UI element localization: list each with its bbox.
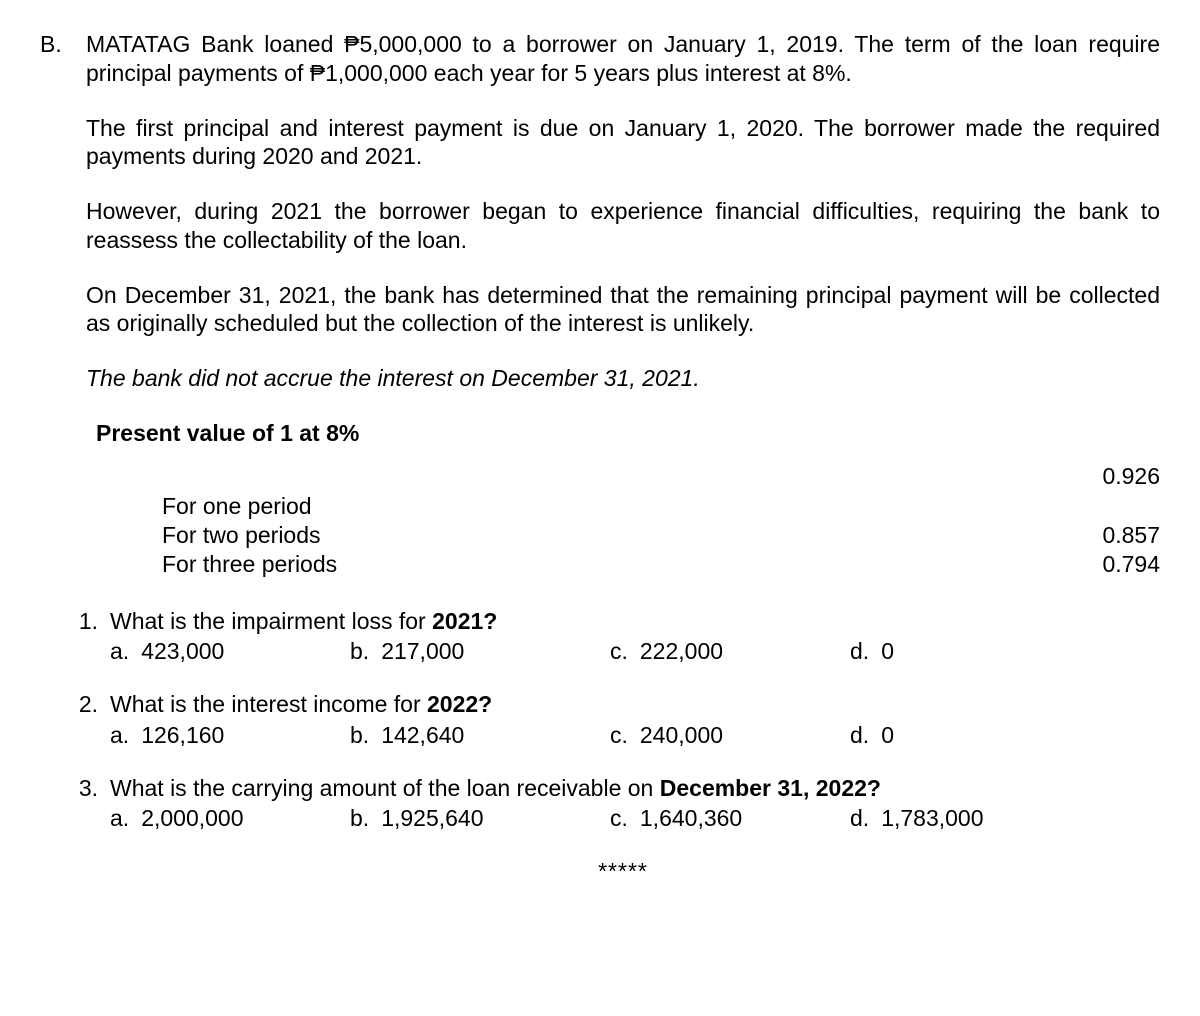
q3-body: What is the carrying amount of the loan … — [110, 774, 1160, 834]
q2-b-marker: b. — [350, 721, 381, 750]
q3-c-value: 1,640,360 — [640, 804, 742, 833]
q1-choice-c: c.222,000 — [610, 637, 850, 666]
q1-d-marker: d. — [850, 637, 881, 666]
problem-body: MATATAG Bank loaned ₱5,000,000 to a borr… — [86, 30, 1160, 886]
q2-text: What is the interest income for 2022? — [110, 690, 1160, 719]
q2-text-bold: 2022? — [427, 691, 492, 717]
q2-a-value: 126,160 — [141, 721, 224, 750]
q1-a-marker: a. — [110, 637, 141, 666]
q2-d-value: 0 — [881, 721, 894, 750]
q2-text-pre: What is the interest income for — [110, 691, 427, 717]
q3-c-marker: c. — [610, 804, 640, 833]
q3-choice-c: c.1,640,360 — [610, 804, 850, 833]
q2-choice-a: a.126,160 — [110, 721, 350, 750]
pv-value-2: 0.857 — [1070, 521, 1160, 550]
pv-value-3: 0.794 — [1070, 550, 1160, 579]
q2-choice-b: b.142,640 — [350, 721, 610, 750]
q1-c-marker: c. — [610, 637, 640, 666]
pv-row-3: For three periods 0.794 — [86, 550, 1160, 579]
q1-text-bold: 2021? — [432, 608, 497, 634]
q1-text: What is the impairment loss for 2021? — [110, 607, 1160, 636]
question-3: 3. What is the carrying amount of the lo… — [56, 774, 1160, 834]
q2-c-marker: c. — [610, 721, 640, 750]
q2-c-value: 240,000 — [640, 721, 723, 750]
question-2: 2. What is the interest income for 2022?… — [56, 690, 1160, 750]
pv-label-3: For three periods — [162, 550, 337, 579]
footer-stars: ***** — [86, 857, 1160, 886]
q1-b-marker: b. — [350, 637, 381, 666]
q3-d-marker: d. — [850, 804, 881, 833]
q3-text: What is the carrying amount of the loan … — [110, 774, 1160, 803]
q3-d-value: 1,783,000 — [881, 804, 983, 833]
paragraph-4: On December 31, 2021, the bank has deter… — [86, 281, 1160, 339]
pv-row-2: For two periods 0.857 — [86, 521, 1160, 550]
q2-a-marker: a. — [110, 721, 141, 750]
pv-label-1: For one period — [162, 492, 312, 521]
q3-choice-b: b.1,925,640 — [350, 804, 610, 833]
q1-body: What is the impairment loss for 2021? a.… — [110, 607, 1160, 667]
q3-choice-a: a.2,000,000 — [110, 804, 350, 833]
q3-text-bold: December 31, 2022? — [660, 775, 881, 801]
pv-row-1-value-line: 0.926 — [86, 462, 1160, 491]
q1-text-pre: What is the impairment loss for — [110, 608, 432, 634]
q2-d-marker: d. — [850, 721, 881, 750]
paragraph-1: MATATAG Bank loaned ₱5,000,000 to a borr… — [86, 30, 1160, 88]
q1-choice-a: a.423,000 — [110, 637, 350, 666]
q1-marker: 1. — [56, 607, 110, 636]
q1-choice-d: d.0 — [850, 637, 1160, 666]
q3-a-value: 2,000,000 — [141, 804, 243, 833]
problem-marker: B. — [40, 30, 86, 59]
q1-choice-b: b.217,000 — [350, 637, 610, 666]
pv-row-1: For one period — [86, 492, 1160, 521]
pv-value-blank — [1070, 492, 1160, 521]
q3-text-pre: What is the carrying amount of the loan … — [110, 775, 660, 801]
q2-choice-d: d.0 — [850, 721, 1160, 750]
pv-label-2: For two periods — [162, 521, 321, 550]
q1-d-value: 0 — [881, 637, 894, 666]
pv-title: Present value of 1 at 8% — [86, 419, 1160, 448]
q3-marker: 3. — [56, 774, 110, 803]
q3-a-marker: a. — [110, 804, 141, 833]
q3-b-marker: b. — [350, 804, 381, 833]
paragraph-2: The first principal and interest payment… — [86, 114, 1160, 172]
paragraph-5: The bank did not accrue the interest on … — [86, 364, 1160, 393]
q2-choices: a.126,160 b.142,640 c.240,000 d.0 — [110, 721, 1160, 750]
paragraph-3: However, during 2021 the borrower began … — [86, 197, 1160, 255]
q2-body: What is the interest income for 2022? a.… — [110, 690, 1160, 750]
question-1: 1. What is the impairment loss for 2021?… — [56, 607, 1160, 667]
q3-choices: a.2,000,000 b.1,925,640 c.1,640,360 d.1,… — [110, 804, 1160, 833]
q2-choice-c: c.240,000 — [610, 721, 850, 750]
q2-b-value: 142,640 — [381, 721, 464, 750]
present-value-section: Present value of 1 at 8% 0.926 For one p… — [86, 419, 1160, 579]
problem-b: B. MATATAG Bank loaned ₱5,000,000 to a b… — [40, 30, 1160, 886]
q3-b-value: 1,925,640 — [381, 804, 483, 833]
q2-marker: 2. — [56, 690, 110, 719]
q1-a-value: 423,000 — [141, 637, 224, 666]
q1-choices: a.423,000 b.217,000 c.222,000 d.0 — [110, 637, 1160, 666]
q3-choice-d: d.1,783,000 — [850, 804, 1160, 833]
pv-value-1: 0.926 — [1070, 462, 1160, 491]
q1-b-value: 217,000 — [381, 637, 464, 666]
q1-c-value: 222,000 — [640, 637, 723, 666]
